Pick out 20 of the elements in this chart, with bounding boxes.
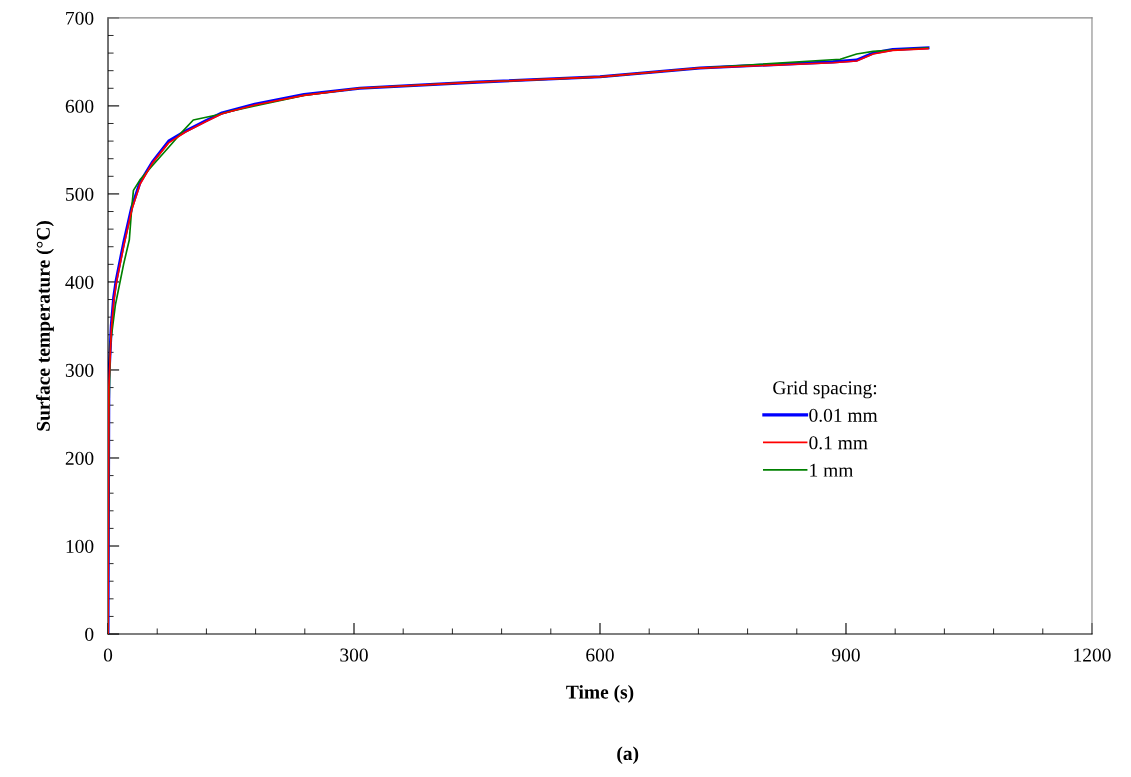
y-tick-label: 300 (65, 363, 94, 377)
y-tick-label: 0 (85, 627, 94, 641)
y-axis-title: Surface temperature (°C) (36, 221, 54, 431)
x-tick-label: 0 (103, 648, 113, 662)
y-tick-label: 700 (66, 11, 94, 25)
x-tick-label: 600 (586, 648, 614, 662)
legend-title: Grid spacing: (773, 380, 877, 399)
x-tick-label: 300 (340, 648, 368, 662)
legend-label: 1 mm (810, 463, 854, 477)
legend-label: 0.1 mm (809, 436, 868, 450)
y-tick-label: 100 (66, 539, 94, 553)
text: (a) (617, 746, 639, 765)
x-tick-label: 1200 (1074, 648, 1111, 662)
x-tick-label: 900 (832, 648, 860, 662)
y-tick-label: 200 (65, 451, 94, 465)
y-tick-label: 500 (66, 187, 94, 201)
x-axis-title: Time (s) (566, 685, 634, 703)
y-tick-label: 400 (65, 275, 94, 289)
legend-label: 0.01 mm (809, 408, 878, 422)
y-tick-label: 600 (65, 99, 94, 113)
